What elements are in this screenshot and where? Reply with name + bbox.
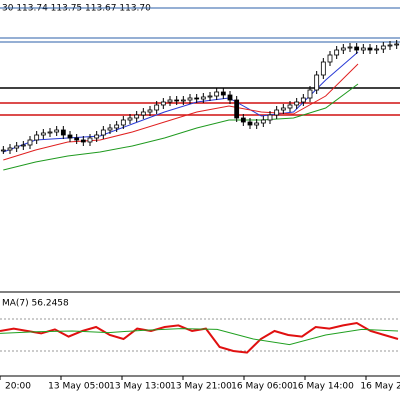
- candle-body: [214, 91, 220, 97]
- candle-body: [254, 122, 260, 126]
- x-tick-label: 13 May 13:00: [109, 382, 171, 392]
- candle-body: [140, 111, 146, 116]
- candle-body: [127, 117, 133, 121]
- candle-body: [387, 44, 393, 47]
- candle-body: [207, 95, 213, 98]
- candle-body: [74, 137, 80, 141]
- candle-body: [187, 97, 193, 101]
- candle-body: [360, 47, 366, 51]
- candle-body: [134, 114, 140, 119]
- candle-body: [334, 49, 340, 56]
- x-tick-label: 13 May 05:00: [48, 382, 110, 392]
- candle-body: [20, 144, 26, 147]
- candle-body: [260, 119, 266, 124]
- candle-body: [267, 114, 273, 121]
- moving-average: [3, 51, 359, 153]
- candle-body: [54, 129, 60, 133]
- candle-body: [220, 91, 226, 96]
- candle-body: [287, 104, 293, 109]
- candle-body: [7, 147, 13, 151]
- candle-body: [347, 46, 353, 49]
- candle-body: [354, 46, 360, 51]
- candle-body: [34, 134, 40, 141]
- candle-body: [100, 129, 106, 136]
- candle-body: [367, 47, 373, 51]
- candle-body: [274, 109, 280, 116]
- candle-body: [340, 47, 346, 51]
- moving-average: [3, 63, 359, 161]
- candle-body: [80, 139, 86, 143]
- candle-body: [380, 45, 386, 50]
- candle-body: [107, 127, 113, 131]
- indicator-label: MA(7) 56.2458: [2, 299, 69, 309]
- candle-body: [294, 101, 300, 106]
- candle-body: [27, 139, 33, 146]
- candle-body: [327, 54, 333, 63]
- x-tick-label: 13 May 21:00: [170, 382, 232, 392]
- candle-body: [67, 134, 73, 139]
- candle-body: [114, 124, 120, 129]
- oscillator-line: [0, 328, 399, 346]
- candle-body: [47, 131, 53, 134]
- candle-body: [180, 99, 186, 102]
- candle-body: [40, 132, 46, 136]
- candle-body: [94, 134, 100, 139]
- x-tick-label: 16 May 06:00: [231, 382, 293, 392]
- candle-body: [154, 104, 160, 111]
- oscillator-line: [0, 321, 399, 354]
- candle-body: [280, 107, 286, 111]
- x-tick-label: 20:00: [5, 382, 31, 392]
- candle-body: [240, 117, 246, 123]
- x-tick-label: 16 May 14:00: [292, 382, 354, 392]
- moving-average: [3, 83, 359, 171]
- x-tick-label: 16 May 22: [360, 382, 400, 392]
- candle-body: [160, 101, 166, 106]
- candle-body: [234, 99, 240, 119]
- candle-body: [307, 89, 313, 99]
- candle-body: [374, 48, 380, 51]
- candle-body: [147, 109, 153, 113]
- candle-body: [14, 145, 20, 149]
- candle-body: [200, 96, 206, 100]
- candle-body: [0, 149, 6, 152]
- candle-body: [174, 99, 180, 102]
- candle-body: [87, 137, 93, 143]
- candle-body: [320, 61, 326, 76]
- candle-body: [247, 121, 253, 126]
- candle-body: [314, 74, 320, 91]
- candle-body: [300, 97, 306, 103]
- candle-body: [60, 129, 66, 136]
- candle-body: [394, 43, 400, 46]
- candle-body: [167, 99, 173, 103]
- candle-body: [227, 94, 233, 101]
- candle-body: [120, 119, 126, 126]
- candle-body: [194, 97, 200, 100]
